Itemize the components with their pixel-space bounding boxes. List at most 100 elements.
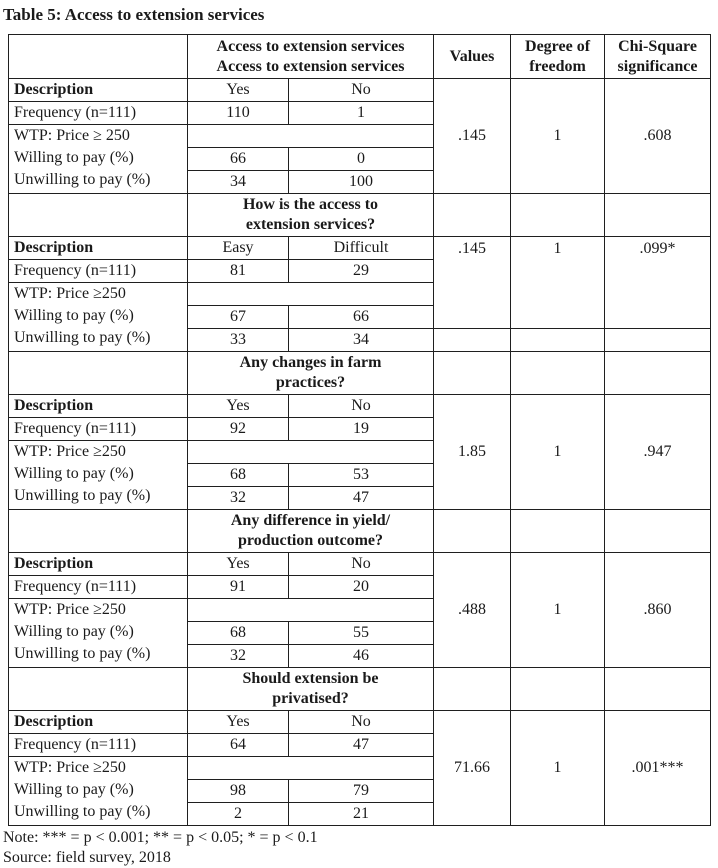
answer-col1-header: Easy bbox=[187, 236, 289, 260]
table-row: Frequency (n=111) 110 1 bbox=[8, 101, 711, 125]
unwilling-value: 32 bbox=[187, 644, 289, 668]
chi-value-cell: .488 bbox=[433, 552, 512, 668]
significance-cell: .001*** bbox=[604, 710, 712, 826]
table-header-row: Access to extension services Access to e… bbox=[8, 34, 712, 79]
description-label: Description bbox=[8, 710, 188, 734]
section-question: Should extension be privatised? bbox=[186, 667, 435, 711]
table-row: WTP: Price ≥250 Willing to pay (%) Unwil… bbox=[8, 598, 711, 668]
unwilling-value: 32 bbox=[187, 486, 289, 510]
description-label: Description bbox=[8, 552, 188, 576]
table-row: 2 21 bbox=[9, 802, 711, 826]
page: { "page": { "title": "Table 5: Access to… bbox=[3, 5, 712, 866]
willing-value: 66 bbox=[187, 147, 289, 171]
significance-cell: .608 bbox=[604, 78, 712, 194]
unwilling-value: 33 bbox=[187, 328, 289, 352]
table-row: Description Easy Difficult .145 1 .099* bbox=[8, 236, 712, 329]
unwilling-label: Unwilling to pay (%) bbox=[14, 487, 151, 504]
unwilling-value: 34 bbox=[187, 170, 289, 194]
willing-value: 67 bbox=[187, 305, 289, 329]
values-empty-cell bbox=[433, 351, 512, 395]
wtp-label-block: WTP: Price ≥ 250 Willing to pay (%) Unwi… bbox=[8, 124, 188, 194]
unwilling-label: Unwilling to pay (%) bbox=[14, 803, 151, 820]
table-row: Frequency (n=111) 91 20 bbox=[8, 575, 711, 599]
table-row: Frequency (n=111) 92 19 bbox=[8, 417, 711, 441]
unwilling-label: Unwilling to pay (%) bbox=[14, 329, 151, 346]
unwilling-value: 100 bbox=[287, 170, 435, 194]
wtp-price-label: WTP: Price ≥250 bbox=[14, 285, 126, 302]
frequency-label: Frequency (n=111) bbox=[8, 733, 188, 757]
table-row: 32 46 bbox=[9, 644, 711, 668]
frequency-value: 110 bbox=[187, 101, 289, 125]
table-row: WTP: Price ≥250 Willing to pay (%) Unwil… bbox=[8, 282, 711, 352]
willing-value: 98 bbox=[187, 779, 289, 803]
wtp-label-block: WTP: Price ≥250 Willing to pay (%) Unwil… bbox=[8, 282, 188, 352]
sig-empty-cell bbox=[604, 193, 712, 237]
chi-value-cell: 1.85 bbox=[433, 394, 512, 510]
question-empty-cell bbox=[8, 351, 188, 395]
question-empty-cell bbox=[8, 509, 188, 553]
willing-value: 79 bbox=[287, 779, 435, 803]
section-question-row: Any difference in yield/ production outc… bbox=[8, 509, 712, 553]
chi-value-cell: .145 bbox=[433, 78, 512, 194]
unwilling-value: 47 bbox=[287, 486, 435, 510]
table-row: Description Yes No .145 1 .608 bbox=[8, 78, 712, 194]
wtp-price-label: WTP: Price ≥250 bbox=[14, 601, 126, 618]
frequency-label: Frequency (n=111) bbox=[8, 417, 188, 441]
significance-cell: .947 bbox=[604, 394, 712, 510]
values-empty-cell bbox=[433, 667, 512, 711]
header-values: Values bbox=[433, 34, 512, 79]
question-empty-cell bbox=[8, 667, 188, 711]
table-row: 32 47 bbox=[9, 486, 711, 510]
wtp-label-block: WTP: Price ≥250 Willing to pay (%) Unwil… bbox=[8, 756, 188, 826]
frequency-value: 1 bbox=[287, 101, 435, 125]
question-empty-cell bbox=[8, 193, 188, 237]
answer-col1-header: Yes bbox=[187, 78, 289, 102]
chi-value-cell: 71.66 bbox=[433, 710, 512, 826]
source-note: Source: field survey, 2018 bbox=[3, 849, 171, 866]
frequency-value: 64 bbox=[187, 733, 289, 757]
unwilling-value: 46 bbox=[287, 644, 435, 668]
willing-label: Willing to pay (%) bbox=[14, 149, 134, 166]
section-question-row: Should extension be privatised? bbox=[8, 667, 712, 711]
frequency-value: 47 bbox=[287, 733, 435, 757]
header-degree-of-freedom: Degree of freedom bbox=[510, 34, 606, 79]
table-footnotes: Note: *** = p < 0.001; ** = p < 0.05; * … bbox=[0, 826, 718, 868]
wtp-label-block: WTP: Price ≥250 Willing to pay (%) Unwil… bbox=[8, 440, 188, 510]
table-row: 34 100 bbox=[9, 170, 711, 194]
sig-empty-cell bbox=[604, 351, 712, 395]
willing-label: Willing to pay (%) bbox=[14, 623, 134, 640]
header-chi-square: Chi-Square significance bbox=[604, 34, 712, 79]
description-label: Description bbox=[8, 78, 188, 102]
frequency-value: 91 bbox=[187, 575, 289, 599]
willing-label: Willing to pay (%) bbox=[14, 781, 134, 798]
df-cell: 1 bbox=[510, 236, 606, 329]
header-span-title: Access to extension services Access to e… bbox=[186, 34, 435, 79]
table-row: Description Yes No .488 1 .860 bbox=[8, 552, 712, 668]
frequency-label: Frequency (n=111) bbox=[8, 101, 188, 125]
frequency-value: 19 bbox=[287, 417, 435, 441]
description-label: Description bbox=[8, 236, 188, 260]
unwilling-value: 34 bbox=[287, 328, 435, 352]
section-question: Any changes in farm practices? bbox=[186, 351, 435, 395]
willing-value: 55 bbox=[287, 621, 435, 645]
willing-value: 68 bbox=[187, 463, 289, 487]
wtp-empty-cell bbox=[186, 440, 435, 464]
df-empty-cell bbox=[510, 328, 606, 352]
chi-value-cell: .145 bbox=[433, 236, 512, 329]
significance-cell: .860 bbox=[604, 552, 712, 668]
wtp-price-label: WTP: Price ≥ 250 bbox=[14, 127, 130, 144]
df-cell: 1 bbox=[510, 394, 606, 510]
df-cell: 1 bbox=[510, 78, 606, 194]
frequency-value: 29 bbox=[287, 259, 435, 283]
table-row: 68 55 bbox=[9, 621, 711, 645]
willing-value: 53 bbox=[287, 463, 435, 487]
table-row: 67 66 bbox=[9, 305, 711, 329]
table-title: Table 5: Access to extension services bbox=[3, 5, 265, 24]
values-empty-cell bbox=[433, 509, 512, 553]
table-row: Description Yes No 1.85 1 .947 bbox=[8, 394, 712, 510]
df-empty-cell bbox=[510, 509, 606, 553]
sig-empty-cell bbox=[604, 328, 712, 352]
description-label: Description bbox=[8, 394, 188, 418]
table-row: Description Yes No 71.66 1 .001*** bbox=[8, 710, 712, 826]
table-row: 68 53 bbox=[9, 463, 711, 487]
